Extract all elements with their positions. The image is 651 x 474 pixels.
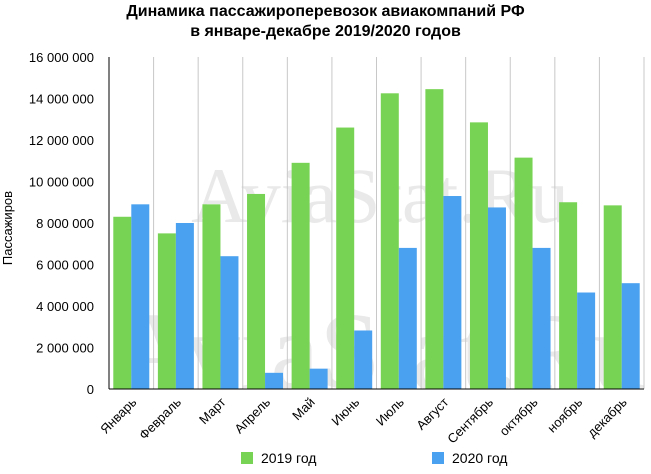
y-tick-label: 6 000 000 — [36, 258, 94, 273]
bar-2019-год-4 — [291, 162, 310, 389]
legend-label-2020: 2020 год — [452, 450, 508, 466]
bar-2019-год-6 — [380, 93, 399, 389]
axes — [108, 57, 644, 390]
bars — [113, 89, 640, 390]
y-tick-label: 16 000 000 — [29, 50, 94, 65]
gridlines — [153, 57, 645, 389]
y-tick-labels: 0 2 000 000 4 000 000 6 000 000 8 000 000 10 … — [29, 50, 94, 397]
bar-2020-год-7 — [443, 196, 462, 389]
y-tick-label: 0 — [87, 382, 94, 397]
legend-item-2019: 2019 год — [241, 450, 316, 466]
legend-item-2020: 2020 год — [432, 450, 507, 466]
bar-2019-год-9 — [514, 157, 533, 389]
bar-2019-год-3 — [247, 193, 266, 389]
bar-2020-год-9 — [532, 247, 551, 389]
legend-label-2019: 2019 год — [261, 450, 317, 466]
legend-swatch-2019 — [241, 452, 253, 464]
legend-swatch-2020 — [432, 452, 444, 464]
y-tick-label: 2 000 000 — [36, 341, 94, 356]
bar-2019-год-0 — [113, 216, 132, 389]
bar-2019-год-1 — [157, 233, 176, 389]
bar-2020-год-1 — [175, 223, 194, 389]
bar-2019-год-7 — [425, 89, 444, 389]
bar-2020-год-5 — [354, 330, 373, 389]
y-axis-label: Пассажиров — [0, 191, 15, 265]
bar-2019-год-10 — [559, 202, 578, 389]
bar-2019-год-8 — [469, 122, 488, 390]
y-tick-label: 8 000 000 — [36, 216, 94, 231]
bar-2020-год-10 — [577, 292, 596, 389]
bar-2019-год-5 — [336, 127, 355, 390]
bar-2020-год-11 — [621, 283, 640, 389]
bar-2020-год-0 — [131, 204, 150, 389]
bar-2019-год-11 — [603, 205, 622, 389]
y-tick-label: 10 000 000 — [29, 175, 94, 190]
y-tick-label: 12 000 000 — [29, 133, 94, 148]
bar-2019-год-2 — [202, 204, 221, 389]
bar-2020-год-4 — [309, 368, 328, 389]
bar-2020-год-3 — [265, 372, 284, 389]
y-tick-label: 14 000 000 — [29, 92, 94, 107]
chart-title-line-1: Динамика пассажироперевозок авиакомпаний… — [126, 3, 525, 20]
chart-title: Динамика пассажироперевозок авиакомпаний… — [0, 2, 651, 42]
chart-title-line-2: в январе-декабре 2019/2020 годов — [190, 23, 461, 40]
y-tick-label: 4 000 000 — [36, 299, 94, 314]
bar-2020-год-8 — [487, 207, 506, 389]
bar-2020-год-6 — [398, 247, 417, 389]
watermark-text-lower: AviaStat.Ru — [114, 290, 647, 412]
bar-2020-год-2 — [220, 256, 239, 389]
